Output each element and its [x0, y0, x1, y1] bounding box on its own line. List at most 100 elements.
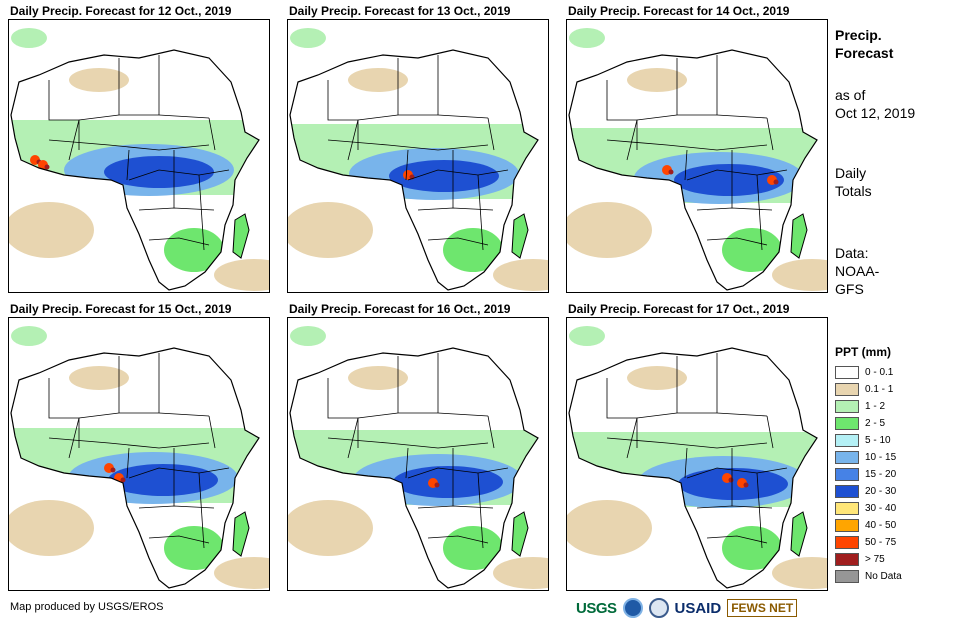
extreme-rain-spot [773, 179, 779, 185]
country-border [347, 417, 359, 459]
dry-zone [9, 202, 94, 258]
country-border [606, 80, 638, 150]
legend-item: > 75 [835, 551, 902, 568]
rain-patch [443, 526, 503, 570]
coastline [289, 49, 539, 291]
country-border [487, 415, 495, 449]
legend-label: 2 - 5 [865, 418, 886, 429]
rain-patch [722, 526, 782, 570]
country-border [427, 237, 489, 246]
light-rain-zone [290, 326, 326, 346]
legend-item: 15 - 20 [835, 466, 902, 483]
country-border [126, 447, 130, 479]
country-border [606, 437, 768, 449]
dry-patch [69, 366, 129, 390]
country-border [48, 139, 210, 151]
heavy-rain-band [674, 164, 784, 196]
legend-swatch [835, 502, 859, 515]
dry-patch [69, 68, 129, 92]
legend-item: 0 - 0.1 [835, 364, 902, 381]
legend-swatch [835, 451, 859, 464]
extreme-rain-spot [743, 482, 749, 488]
legend-swatch [835, 553, 859, 566]
legend-item: 30 - 40 [835, 500, 902, 517]
country-border [405, 149, 409, 181]
legend-swatch [835, 536, 859, 549]
forecast-map [287, 19, 549, 293]
totals-label: Totals [835, 183, 872, 199]
legend-title: PPT (mm) [835, 345, 892, 359]
legend-swatch [835, 519, 859, 532]
panel-title: Daily Precip. Forecast for 14 Oct., 2019 [568, 4, 790, 18]
extreme-rain-spot [110, 467, 116, 473]
legend-label: 40 - 50 [865, 520, 897, 531]
country-border [636, 412, 768, 419]
dry-zone [288, 500, 373, 556]
country-border [208, 415, 216, 449]
forecast-map [566, 19, 828, 293]
fews-net-logo: FEWS NET [727, 599, 798, 617]
rain-patch [164, 228, 224, 272]
dry-patch [627, 366, 687, 390]
legend-label: 30 - 40 [865, 503, 897, 514]
heavy-rain-band [104, 156, 214, 188]
country-border [686, 169, 788, 181]
extreme-rain-spot [44, 164, 50, 170]
madagascar [232, 511, 250, 557]
dry-patch [627, 68, 687, 92]
coastline [568, 49, 818, 291]
country-border [407, 467, 509, 479]
country-border [208, 117, 216, 151]
country-border [626, 417, 638, 459]
extreme-rain-spot [434, 482, 440, 488]
country-border [48, 378, 80, 448]
legend-swatch [835, 366, 859, 379]
africa-map [288, 28, 548, 291]
country-border [327, 80, 359, 150]
legend-label: > 75 [865, 554, 885, 565]
light-rain-zone [290, 28, 326, 48]
extreme-rain-spot [728, 477, 734, 483]
country-border [78, 412, 210, 419]
legend-swatch [835, 383, 859, 396]
legend-item: 40 - 50 [835, 517, 902, 534]
coastline [289, 347, 539, 589]
heavy-rain-band [678, 468, 788, 500]
legend-swatch [835, 417, 859, 430]
country-border [405, 447, 409, 479]
noaa-logo-icon [622, 598, 643, 618]
panel-title: Daily Precip. Forecast for 16 Oct., 2019 [289, 302, 511, 316]
light-rain-zone [569, 28, 605, 48]
country-border [756, 174, 763, 251]
country-border [48, 437, 210, 449]
agency-logos: USGS USAID FEWS NET [576, 596, 798, 620]
country-border [148, 237, 210, 246]
legend-item: 0.1 - 1 [835, 381, 902, 398]
legend-label: 50 - 75 [865, 537, 897, 548]
extreme-rain-spot [668, 169, 674, 175]
side-heading-1: Precip. [835, 27, 882, 43]
usaid-logo: USAID [674, 599, 722, 617]
country-border [327, 139, 489, 151]
legend-item: 1 - 2 [835, 398, 902, 415]
country-border [487, 117, 495, 151]
country-border [148, 535, 210, 544]
data-source-1: NOAA- [835, 263, 880, 279]
legend-label: 5 - 10 [865, 435, 891, 446]
light-rain-zone [569, 326, 605, 346]
forecast-map [8, 19, 270, 293]
coastline [568, 347, 818, 589]
country-border [427, 535, 489, 544]
country-border [606, 139, 768, 151]
daily-label: Daily [835, 165, 867, 181]
as-of-date: Oct 12, 2019 [835, 105, 916, 121]
dry-zone [567, 500, 652, 556]
legend-swatch [835, 468, 859, 481]
panel-title: Daily Precip. Forecast for 13 Oct., 2019 [289, 4, 511, 18]
dry-zone [772, 557, 827, 589]
africa-map [9, 28, 269, 291]
panel-title: Daily Precip. Forecast for 17 Oct., 2019 [568, 302, 790, 316]
dry-zone [567, 202, 652, 258]
country-border [626, 119, 638, 161]
dry-zone [214, 259, 269, 291]
